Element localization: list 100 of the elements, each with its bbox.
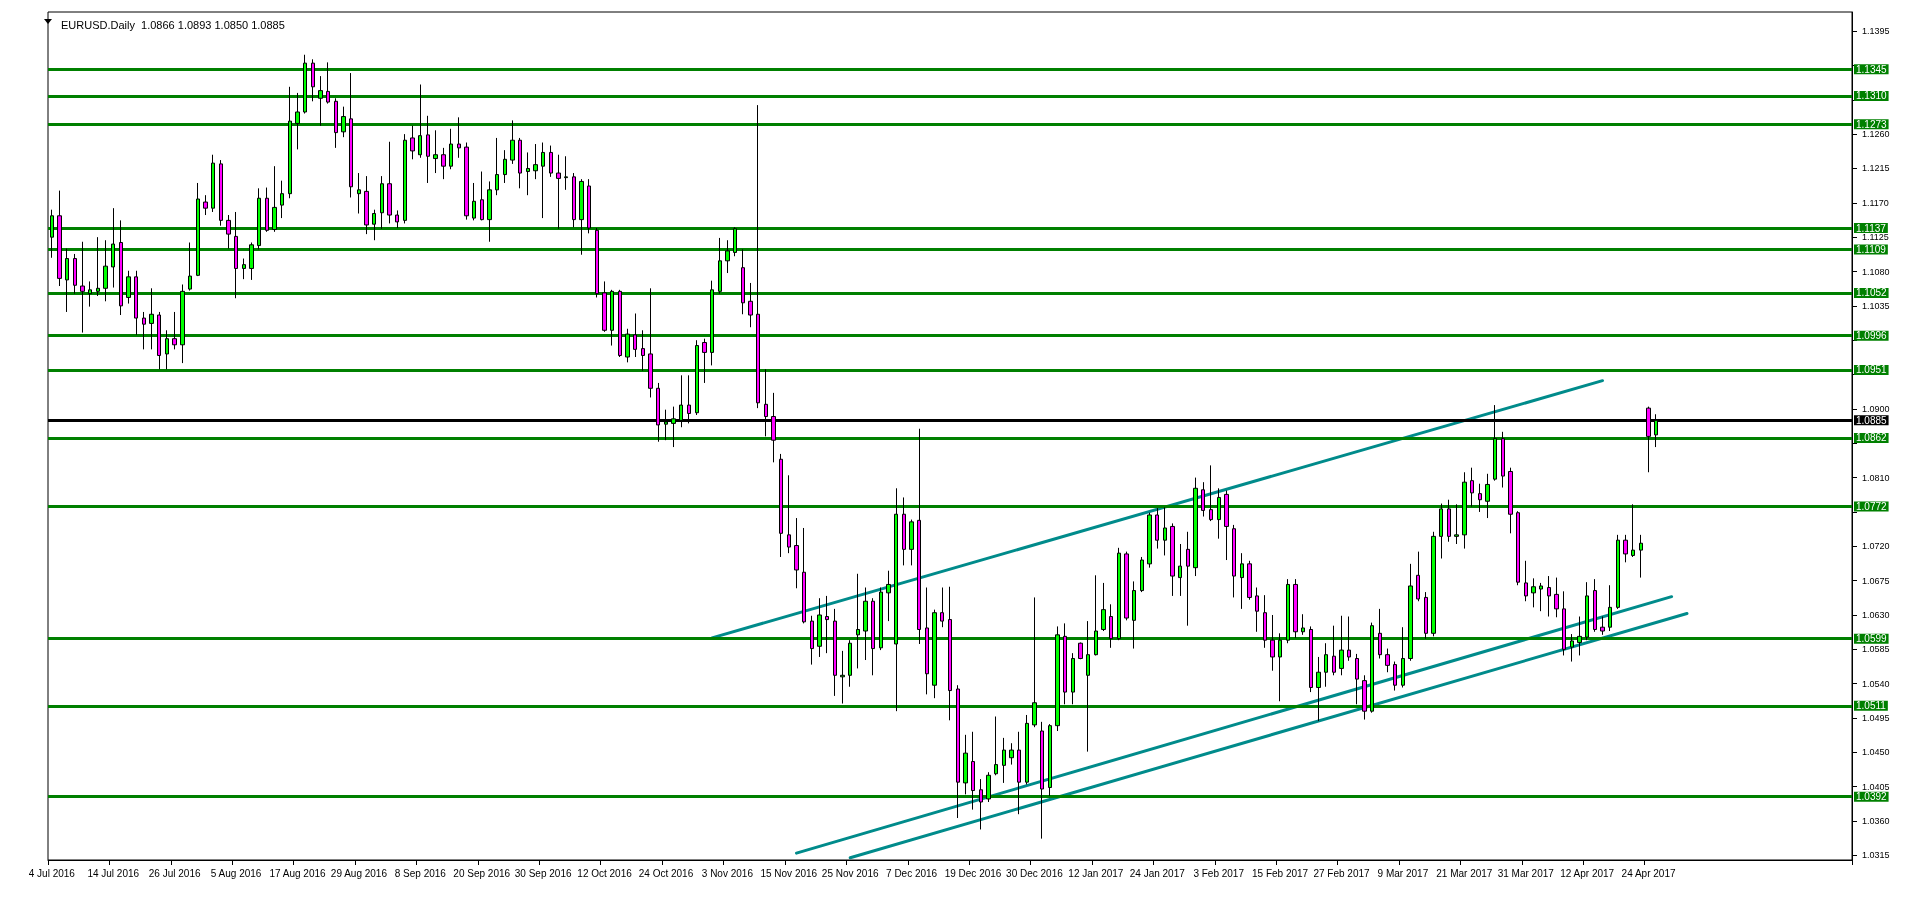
candlestick bbox=[902, 496, 906, 566]
candlestick bbox=[157, 311, 161, 370]
candlestick bbox=[503, 149, 507, 184]
candlestick bbox=[487, 180, 492, 243]
candlestick bbox=[718, 237, 722, 295]
candlestick bbox=[648, 287, 653, 398]
x-tick-label: 29 Aug 2016 bbox=[330, 867, 388, 879]
candlestick bbox=[1147, 512, 1152, 569]
candlestick bbox=[1508, 467, 1513, 534]
candlestick bbox=[1286, 578, 1290, 644]
candlestick bbox=[932, 609, 937, 699]
candlestick bbox=[472, 182, 476, 221]
candlestick bbox=[787, 474, 791, 554]
candlestick bbox=[1132, 580, 1136, 650]
candlestick bbox=[1217, 487, 1221, 540]
candlestick bbox=[518, 137, 522, 189]
candlestick bbox=[1393, 661, 1397, 692]
candlestick bbox=[1600, 616, 1605, 636]
candlestick bbox=[1362, 674, 1367, 721]
ref-line-label: 1.1109 bbox=[1856, 243, 1887, 255]
candlestick bbox=[533, 143, 538, 180]
candlestick bbox=[464, 142, 469, 221]
candlestick bbox=[149, 287, 154, 350]
candlestick bbox=[196, 182, 200, 277]
candlestick bbox=[1623, 534, 1628, 563]
candlestick bbox=[1516, 510, 1520, 586]
candlestick bbox=[710, 280, 714, 366]
candlestick bbox=[956, 684, 960, 819]
ref-line-label: 1.0862 bbox=[1856, 432, 1888, 444]
x-tick-label: 3 Nov 2016 bbox=[701, 867, 754, 879]
candlestick bbox=[1408, 563, 1413, 662]
candlestick bbox=[1554, 577, 1559, 618]
candlestick bbox=[1240, 552, 1244, 610]
candlestick bbox=[848, 639, 852, 688]
ref-line-label: 1.1345 bbox=[1856, 63, 1888, 75]
candlestick bbox=[733, 226, 737, 257]
candlestick bbox=[1562, 590, 1566, 656]
candlestick bbox=[188, 242, 192, 292]
ref-line-label: 1.0511 bbox=[1856, 700, 1887, 712]
candlestick bbox=[495, 137, 499, 196]
candlestick bbox=[1124, 551, 1129, 621]
candlestick bbox=[1547, 575, 1551, 618]
candlestick bbox=[1094, 574, 1098, 656]
y-tick-label: 1.1215 bbox=[1862, 163, 1890, 174]
ref-line-label: 1.0392 bbox=[1856, 791, 1888, 803]
y-tick-label: 1.1170 bbox=[1862, 197, 1889, 208]
candlestick bbox=[917, 428, 921, 645]
x-tick-label: 26 Jul 2016 bbox=[148, 867, 201, 879]
candlestick bbox=[1017, 731, 1021, 815]
candlestick bbox=[334, 97, 338, 149]
candlestick bbox=[134, 270, 138, 336]
x-tick-label: 15 Feb 2017 bbox=[1252, 867, 1309, 879]
x-tick-label: 14 Jul 2016 bbox=[87, 867, 140, 879]
candlestick bbox=[73, 253, 77, 295]
candlestick bbox=[1355, 653, 1359, 705]
candlestick bbox=[748, 282, 753, 328]
candlestick bbox=[549, 145, 553, 178]
candlestick bbox=[364, 175, 369, 235]
x-tick-label: 15 Nov 2016 bbox=[760, 867, 818, 879]
candlestick bbox=[1616, 534, 1620, 610]
candlestick bbox=[925, 587, 929, 695]
candlestick bbox=[948, 586, 952, 721]
candlestick bbox=[971, 731, 975, 811]
candlestick bbox=[1531, 577, 1536, 608]
candlestick bbox=[1470, 467, 1474, 508]
candlestick bbox=[418, 84, 422, 159]
ref-line-label: 1.1052 bbox=[1856, 287, 1888, 299]
candlestick bbox=[625, 328, 630, 363]
candlestick bbox=[1639, 534, 1643, 579]
x-tick-label: 9 Mar 2017 bbox=[1377, 867, 1429, 879]
candlestick bbox=[1424, 591, 1428, 640]
x-tick-label: 31 Mar 2017 bbox=[1497, 867, 1555, 879]
candlestick bbox=[480, 171, 484, 221]
candlestick bbox=[1247, 560, 1252, 601]
candlestick bbox=[1163, 506, 1167, 556]
candlestick bbox=[57, 190, 62, 287]
candlestick bbox=[203, 194, 208, 216]
candlestick bbox=[357, 172, 361, 215]
y-tick-label: 1.1395 bbox=[1862, 26, 1890, 37]
candlestick bbox=[226, 214, 231, 250]
text: EURUSD.Daily 1.0866 1.0893 1.0850 1.0885 bbox=[61, 18, 285, 31]
candlestick bbox=[1370, 622, 1374, 714]
y-tick-label: 1.1035 bbox=[1862, 300, 1890, 311]
candlestick bbox=[172, 311, 177, 350]
candlestick bbox=[794, 517, 799, 589]
candlestick bbox=[1401, 626, 1405, 688]
candlestick bbox=[641, 329, 645, 372]
candlestick bbox=[1055, 625, 1060, 732]
candlestick bbox=[372, 209, 376, 241]
candlestick bbox=[449, 128, 453, 170]
y-tick-label: 1.0540 bbox=[1862, 678, 1890, 689]
x-tick-label: 17 Aug 2016 bbox=[269, 867, 327, 879]
candlestick bbox=[1416, 551, 1420, 602]
candlestick bbox=[963, 734, 968, 795]
x-tick-label: 12 Apr 2017 bbox=[1560, 867, 1615, 879]
candlestick bbox=[88, 280, 92, 308]
candlestick bbox=[165, 329, 169, 370]
x-tick-label: 24 Jan 2017 bbox=[1129, 867, 1186, 879]
x-tick-label: 27 Feb 2017 bbox=[1313, 867, 1371, 879]
candlestick bbox=[802, 527, 806, 624]
